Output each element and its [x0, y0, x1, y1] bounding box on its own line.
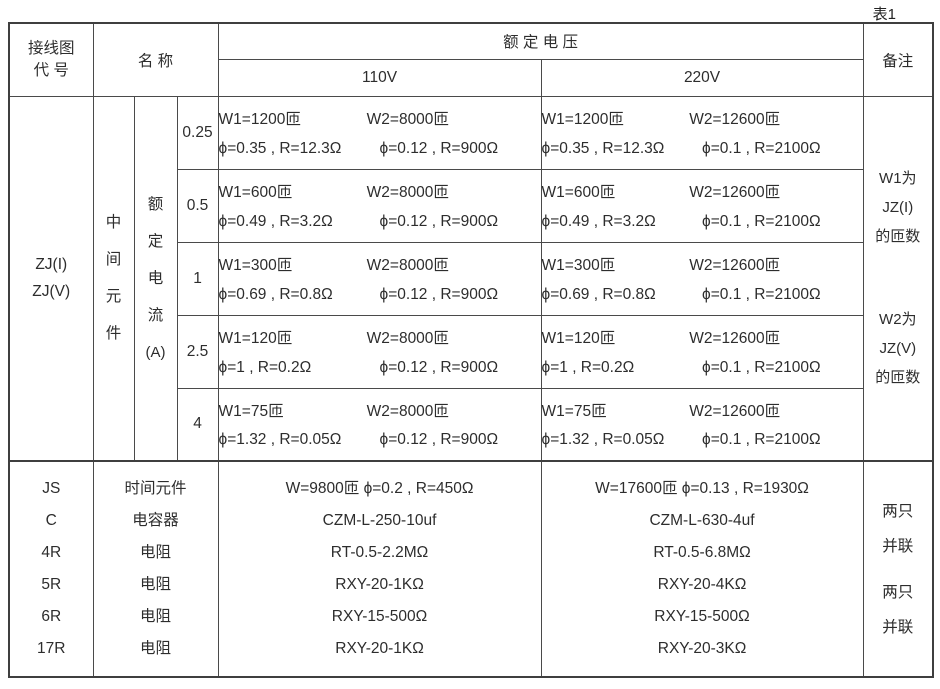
- data-110v-2.5: W1=120匝 W2=8000匝 ϕ=1 , R=0.2Ω ϕ=0.12 , R=9…: [217, 314, 542, 389]
- header-name: 名 称: [92, 22, 219, 97]
- cell-zj-codes: ZJ(I) ZJ(V): [8, 95, 94, 462]
- current-value: 1: [176, 241, 219, 316]
- table-caption: 表1: [872, 6, 896, 23]
- current-value: 0.5: [176, 168, 219, 243]
- cell-bottom-220v: W=17600匝 ϕ=0.13 , R=1930Ω CZM-L-630-4uf …: [540, 460, 864, 678]
- cell-intermediate-element: 中 间 元 件: [92, 95, 135, 462]
- header-220v: 220V: [540, 58, 864, 97]
- data-110v-0.25: W1=1200匝 W2=8000匝 ϕ=0.35 , R=12.3Ω ϕ=0.12 …: [217, 95, 542, 170]
- data-220v-0.5: W1=600匝 W2=12600匝 ϕ=0.49 , R=3.2Ω ϕ=0.1 , …: [540, 168, 864, 243]
- header-wiring-code: 接线图 代 号: [8, 22, 94, 97]
- current-value: 2.5: [176, 314, 219, 389]
- header-remark: 备注: [862, 22, 934, 97]
- spec-table: 接线图 代 号 名 称 额 定 电 压 备注 110V 220V ZJ(I) Z…: [8, 22, 935, 678]
- cell-bottom-names: 时间元件 电容器 电阻 电阻 电阻 电阻: [92, 460, 219, 678]
- cell-bottom-codes: JS C 4R 5R 6R 17R: [8, 460, 94, 678]
- remark-w2: W2为 JZ(V) 的匝数: [875, 311, 921, 387]
- data-220v-4: W1=75匝 W2=12600匝 ϕ=1.32 , R=0.05Ω ϕ=0.1 , …: [540, 387, 864, 462]
- data-220v-0.25: W1=1200匝 W2=12600匝 ϕ=0.35 , R=12.3Ω ϕ=0.1 …: [540, 95, 864, 170]
- header-110v: 110V: [217, 58, 542, 97]
- data-110v-1: W1=300匝 W2=8000匝 ϕ=0.69 , R=0.8Ω ϕ=0.12 , …: [217, 241, 542, 316]
- header-wiring-code-line2: 代 号: [33, 61, 69, 79]
- data-110v-4: W1=75匝 W2=8000匝 ϕ=1.32 , R=0.05Ω ϕ=0.12 , …: [217, 387, 542, 462]
- remark-w1: W1为 JZ(I) 的匝数: [875, 170, 921, 246]
- cell-rated-current-label: 额 定 电 流 (A): [133, 95, 178, 462]
- zj-code-1: ZJ(I): [35, 256, 68, 274]
- header-rated-voltage: 额 定 电 压: [217, 22, 864, 60]
- cell-bottom-110v: W=9800匝 ϕ=0.2 , R=450Ω CZM-L-250-10uf RT…: [217, 460, 542, 678]
- cell-remark-lower: 两只 并联 两只 并联: [862, 460, 934, 678]
- current-value: 0.25: [176, 95, 219, 170]
- data-220v-1: W1=300匝 W2=12600匝 ϕ=0.69 , R=0.8Ω ϕ=0.1 , …: [540, 241, 864, 316]
- data-220v-2.5: W1=120匝 W2=12600匝 ϕ=1 , R=0.2Ω ϕ=0.1 , R=2…: [540, 314, 864, 389]
- header-wiring-code-line1: 接线图: [27, 39, 75, 57]
- zj-code-2: ZJ(V): [32, 283, 71, 301]
- data-110v-0.5: W1=600匝 W2=8000匝 ϕ=0.49 , R=3.2Ω ϕ=0.12 , …: [217, 168, 542, 243]
- current-value: 4: [176, 387, 219, 462]
- cell-remark-upper: W1为 JZ(I) 的匝数 W2为 JZ(V) 的匝数: [862, 95, 934, 462]
